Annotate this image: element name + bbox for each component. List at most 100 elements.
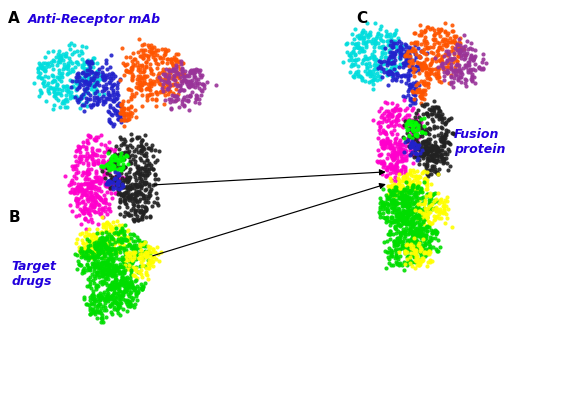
Point: [121, 285, 130, 291]
Point: [419, 193, 428, 200]
Point: [100, 180, 109, 186]
Point: [438, 66, 448, 72]
Point: [109, 279, 119, 286]
Point: [422, 211, 431, 218]
Point: [97, 254, 106, 261]
Point: [144, 195, 153, 201]
Point: [405, 195, 414, 202]
Point: [400, 208, 409, 214]
Point: [405, 220, 414, 226]
Point: [78, 138, 87, 145]
Point: [398, 189, 407, 196]
Point: [104, 138, 113, 145]
Point: [378, 160, 387, 166]
Point: [141, 249, 151, 255]
Point: [405, 169, 415, 176]
Point: [396, 209, 405, 216]
Point: [130, 246, 140, 253]
Point: [393, 211, 402, 218]
Point: [429, 228, 438, 234]
Point: [401, 147, 410, 153]
Point: [434, 154, 444, 160]
Point: [137, 142, 146, 148]
Point: [94, 265, 103, 271]
Point: [362, 20, 372, 26]
Point: [41, 72, 50, 79]
Point: [110, 249, 119, 256]
Point: [79, 74, 88, 81]
Point: [422, 171, 431, 177]
Point: [389, 107, 398, 114]
Point: [455, 50, 464, 56]
Point: [382, 117, 391, 124]
Point: [407, 130, 416, 136]
Point: [90, 177, 99, 184]
Point: [449, 46, 458, 53]
Point: [454, 73, 463, 80]
Point: [387, 199, 397, 206]
Point: [424, 258, 433, 265]
Point: [104, 177, 113, 184]
Point: [427, 56, 437, 63]
Point: [142, 156, 152, 163]
Point: [100, 168, 109, 175]
Point: [89, 159, 98, 165]
Point: [438, 133, 447, 139]
Point: [391, 252, 401, 258]
Point: [118, 98, 127, 104]
Point: [398, 213, 408, 220]
Point: [438, 61, 447, 67]
Point: [390, 206, 399, 212]
Point: [347, 61, 357, 67]
Point: [418, 225, 427, 231]
Point: [363, 71, 372, 78]
Point: [411, 46, 420, 53]
Point: [417, 95, 426, 101]
Point: [195, 79, 204, 86]
Point: [398, 220, 408, 226]
Point: [135, 237, 144, 243]
Point: [111, 272, 120, 278]
Point: [468, 56, 478, 63]
Point: [412, 157, 422, 164]
Point: [395, 215, 404, 221]
Point: [109, 268, 118, 274]
Point: [128, 282, 137, 289]
Point: [112, 160, 122, 166]
Point: [102, 267, 111, 274]
Point: [379, 58, 389, 64]
Point: [398, 123, 407, 129]
Point: [401, 200, 410, 207]
Point: [427, 219, 437, 226]
Point: [420, 200, 429, 207]
Point: [137, 147, 146, 154]
Point: [106, 179, 115, 186]
Point: [117, 100, 126, 107]
Point: [383, 193, 392, 200]
Point: [93, 94, 102, 100]
Point: [111, 177, 120, 184]
Point: [403, 70, 412, 76]
Point: [427, 111, 437, 118]
Point: [185, 92, 195, 98]
Point: [169, 75, 178, 81]
Point: [378, 48, 387, 55]
Point: [156, 54, 165, 60]
Point: [101, 59, 111, 66]
Point: [101, 236, 111, 242]
Point: [389, 190, 398, 197]
Point: [71, 197, 80, 204]
Point: [382, 217, 391, 223]
Point: [393, 155, 402, 162]
Point: [139, 65, 148, 72]
Point: [98, 247, 107, 254]
Point: [91, 240, 101, 247]
Point: [409, 244, 418, 251]
Point: [108, 219, 118, 225]
Point: [84, 218, 93, 224]
Point: [140, 243, 149, 249]
Point: [90, 83, 100, 90]
Point: [109, 81, 119, 87]
Point: [408, 127, 417, 133]
Point: [109, 178, 119, 184]
